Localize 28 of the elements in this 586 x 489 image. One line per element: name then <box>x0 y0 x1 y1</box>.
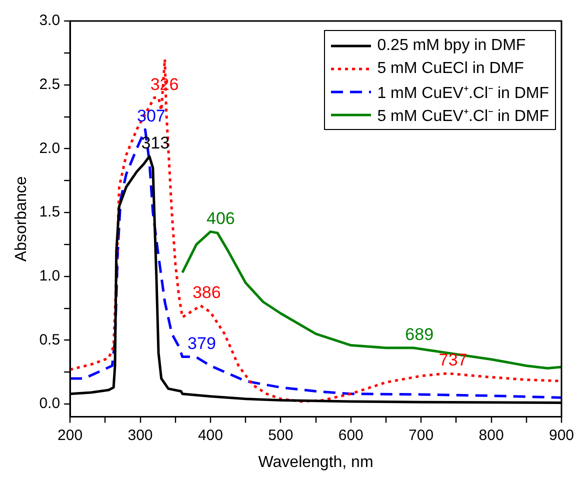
x-tick-label: 600 <box>338 426 364 444</box>
y-tick-label: 1.5 <box>39 204 60 221</box>
annotation: 737 <box>438 350 468 370</box>
x-tick-label: 200 <box>58 426 83 444</box>
x-tick-label: 300 <box>128 426 153 444</box>
x-tick-label: 400 <box>198 426 223 444</box>
annotation: 379 <box>188 334 216 353</box>
legend-label: 0.25 mM bpy in DMF <box>377 36 526 54</box>
y-tick-label: 2.5 <box>39 76 60 93</box>
annotation: 406 <box>206 208 235 228</box>
x-axis-title: Wavelength, nm <box>258 454 374 471</box>
annotation: 307 <box>136 106 166 126</box>
text: 0.0 <box>39 395 60 412</box>
legend-label: 5 mM CuEV⁺.Cl⁻ in DMF <box>377 106 549 126</box>
y-tick-label: 3.0 <box>39 12 60 30</box>
annotation: 689 <box>405 325 434 344</box>
y-tick-label: 2.0 <box>39 140 60 157</box>
x-tick-label: 700 <box>408 426 434 444</box>
y-axis-title: Absorbance <box>13 176 30 262</box>
y-tick-label: 1.0 <box>39 267 60 284</box>
annotation: 386 <box>192 282 221 302</box>
legend-label: 1 mM CuEV⁺.Cl⁻ in DMF <box>377 84 549 102</box>
annotation: 313 <box>141 134 170 153</box>
x-tick-label: 800 <box>478 426 504 444</box>
legend-label: 5 mM CuECl in DMF <box>377 60 524 78</box>
x-tick-label: 900 <box>548 426 574 444</box>
y-tick-label: 0.5 <box>39 331 60 348</box>
x-tick-label: 500 <box>268 426 294 444</box>
